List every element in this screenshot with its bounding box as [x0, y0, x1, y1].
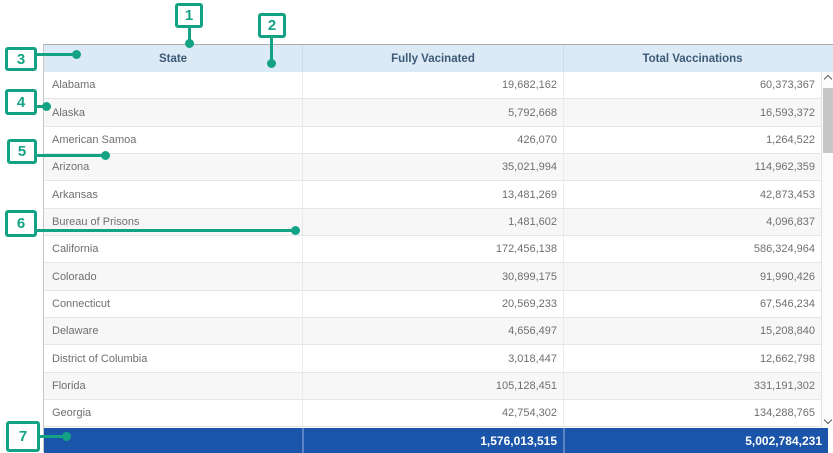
callout-4: 4: [5, 89, 37, 115]
column-header-total-vaccinations[interactable]: Total Vaccinations: [563, 45, 821, 72]
table-total-row: 1,576,013,515 5,002,784,231: [44, 428, 828, 453]
callout-2-dot: [267, 59, 276, 68]
table-row[interactable]: District of Columbia 3,018,447 12,662,798: [44, 345, 821, 373]
total-fully-vaccinated-cell: 1,576,013,515: [302, 428, 563, 453]
total-state-cell: [44, 428, 302, 453]
state-cell: Alabama: [52, 79, 96, 92]
fully-vaccinated-cell: 30,899,175: [302, 263, 563, 290]
state-cell: Delaware: [52, 325, 99, 338]
fully-vaccinated-cell: 13,481,269: [302, 181, 563, 208]
total-vaccinations-cell: 67,546,234: [563, 290, 821, 318]
fully-vaccinated-cell: 35,021,994: [302, 154, 563, 181]
callout-7-stem: [39, 435, 63, 438]
callout-6-stem: [36, 229, 292, 232]
callout-2: 2: [258, 13, 286, 38]
fully-vaccinated-cell: 172,456,138: [302, 236, 563, 263]
column-header-state[interactable]: State: [158, 52, 188, 65]
total-vaccinations-cell: 42,873,453: [563, 181, 821, 208]
callout-7-dot: [62, 432, 71, 441]
total-vaccinations-cell: 114,962,359: [563, 154, 821, 181]
callout-1: 1: [175, 3, 203, 28]
fully-vaccinated-cell: 4,656,497: [302, 318, 563, 345]
table-row[interactable]: Connecticut 20,569,233 67,546,234: [44, 290, 821, 319]
fully-vaccinated-cell: 105,128,451: [302, 372, 563, 400]
fully-vaccinated-cell: 19,682,162: [302, 72, 563, 99]
state-cell: Arizona: [52, 161, 90, 174]
table-row[interactable]: California 172,456,138 586,324,964: [44, 236, 821, 264]
callout-3-dot: [72, 50, 81, 59]
fully-vaccinated-cell: 426,070: [302, 126, 563, 154]
state-cell: Georgia: [52, 407, 92, 420]
fully-vaccinated-cell: 3,018,447: [302, 345, 563, 372]
list-table: State Fully Vacinated Total Vaccinations…: [43, 44, 833, 453]
total-vaccinations-cell: 134,288,765: [563, 400, 821, 427]
fully-vaccinated-cell: 1,481,602: [302, 208, 563, 236]
scrollbar-thumb[interactable]: [823, 88, 833, 153]
callout-6-dot: [291, 226, 300, 235]
fully-vaccinated-cell: 5,792,668: [302, 99, 563, 126]
total-vaccinations-cell: 1,264,522: [563, 126, 821, 154]
state-cell: Colorado: [52, 270, 97, 283]
total-total-vaccinations-cell: 5,002,784,231: [563, 428, 828, 453]
table-row[interactable]: Alaska 5,792,668 16,593,372: [44, 99, 821, 127]
table-row[interactable]: Alabama 19,682,162 60,373,367: [44, 72, 821, 100]
callout-1-stem: [188, 27, 191, 41]
scroll-down-icon[interactable]: [823, 415, 833, 425]
table-body: Alabama 19,682,162 60,373,367 Alaska 5,792,6…: [44, 72, 821, 428]
table-row[interactable]: Colorado 30,899,175 91,990,426: [44, 263, 821, 291]
callout-5-dot: [101, 151, 110, 160]
callout-3: 3: [5, 47, 37, 71]
callout-7: 7: [6, 421, 40, 452]
total-vaccinations-cell: 586,324,964: [563, 236, 821, 263]
table-row[interactable]: Florida 105,128,451 331,191,302: [44, 372, 821, 401]
total-vaccinations-cell: 15,208,840: [563, 318, 821, 345]
callout-1-dot: [185, 39, 194, 48]
callout-2-stem: [270, 37, 273, 61]
table-row[interactable]: American Samoa 426,070 1,264,522: [44, 126, 821, 155]
fully-vaccinated-cell: 20,569,233: [302, 290, 563, 318]
table-row[interactable]: Arizona 35,021,994 114,962,359: [44, 154, 821, 182]
total-vaccinations-cell: 60,373,367: [563, 72, 821, 99]
table-header-row: State Fully Vacinated Total Vaccinations: [44, 45, 833, 72]
callout-5-stem: [36, 154, 102, 157]
vertical-scrollbar[interactable]: [821, 72, 833, 428]
callout-4-dot: [42, 102, 51, 111]
callout-4-stem: [36, 105, 44, 108]
scroll-up-icon[interactable]: [823, 74, 833, 84]
table-row[interactable]: Georgia 42,754,302 134,288,765: [44, 400, 821, 428]
fully-vaccinated-cell: 42,754,302: [302, 400, 563, 427]
total-vaccinations-cell: 12,662,798: [563, 345, 821, 372]
total-vaccinations-cell: 16,593,372: [563, 99, 821, 126]
state-cell: American Samoa: [52, 133, 137, 146]
state-cell: Florida: [52, 379, 86, 392]
table-row[interactable]: Delaware 4,656,497 15,208,840: [44, 318, 821, 346]
callout-5: 5: [7, 139, 37, 164]
callout-6: 6: [5, 210, 37, 237]
state-cell: Alaska: [52, 106, 86, 119]
column-header-fully-vaccinated[interactable]: Fully Vacinated: [302, 45, 563, 72]
total-vaccinations-cell: 331,191,302: [563, 372, 821, 400]
state-cell: California: [52, 243, 99, 256]
total-vaccinations-cell: 91,990,426: [563, 263, 821, 290]
state-cell: District of Columbia: [52, 352, 148, 365]
state-cell: Arkansas: [52, 188, 98, 201]
state-cell: Connecticut: [52, 297, 111, 310]
total-vaccinations-cell: 4,096,837: [563, 208, 821, 236]
state-cell: Bureau of Prisons: [52, 215, 140, 228]
table-row[interactable]: Arkansas 13,481,269 42,873,453: [44, 181, 821, 209]
callout-3-stem: [36, 53, 74, 56]
